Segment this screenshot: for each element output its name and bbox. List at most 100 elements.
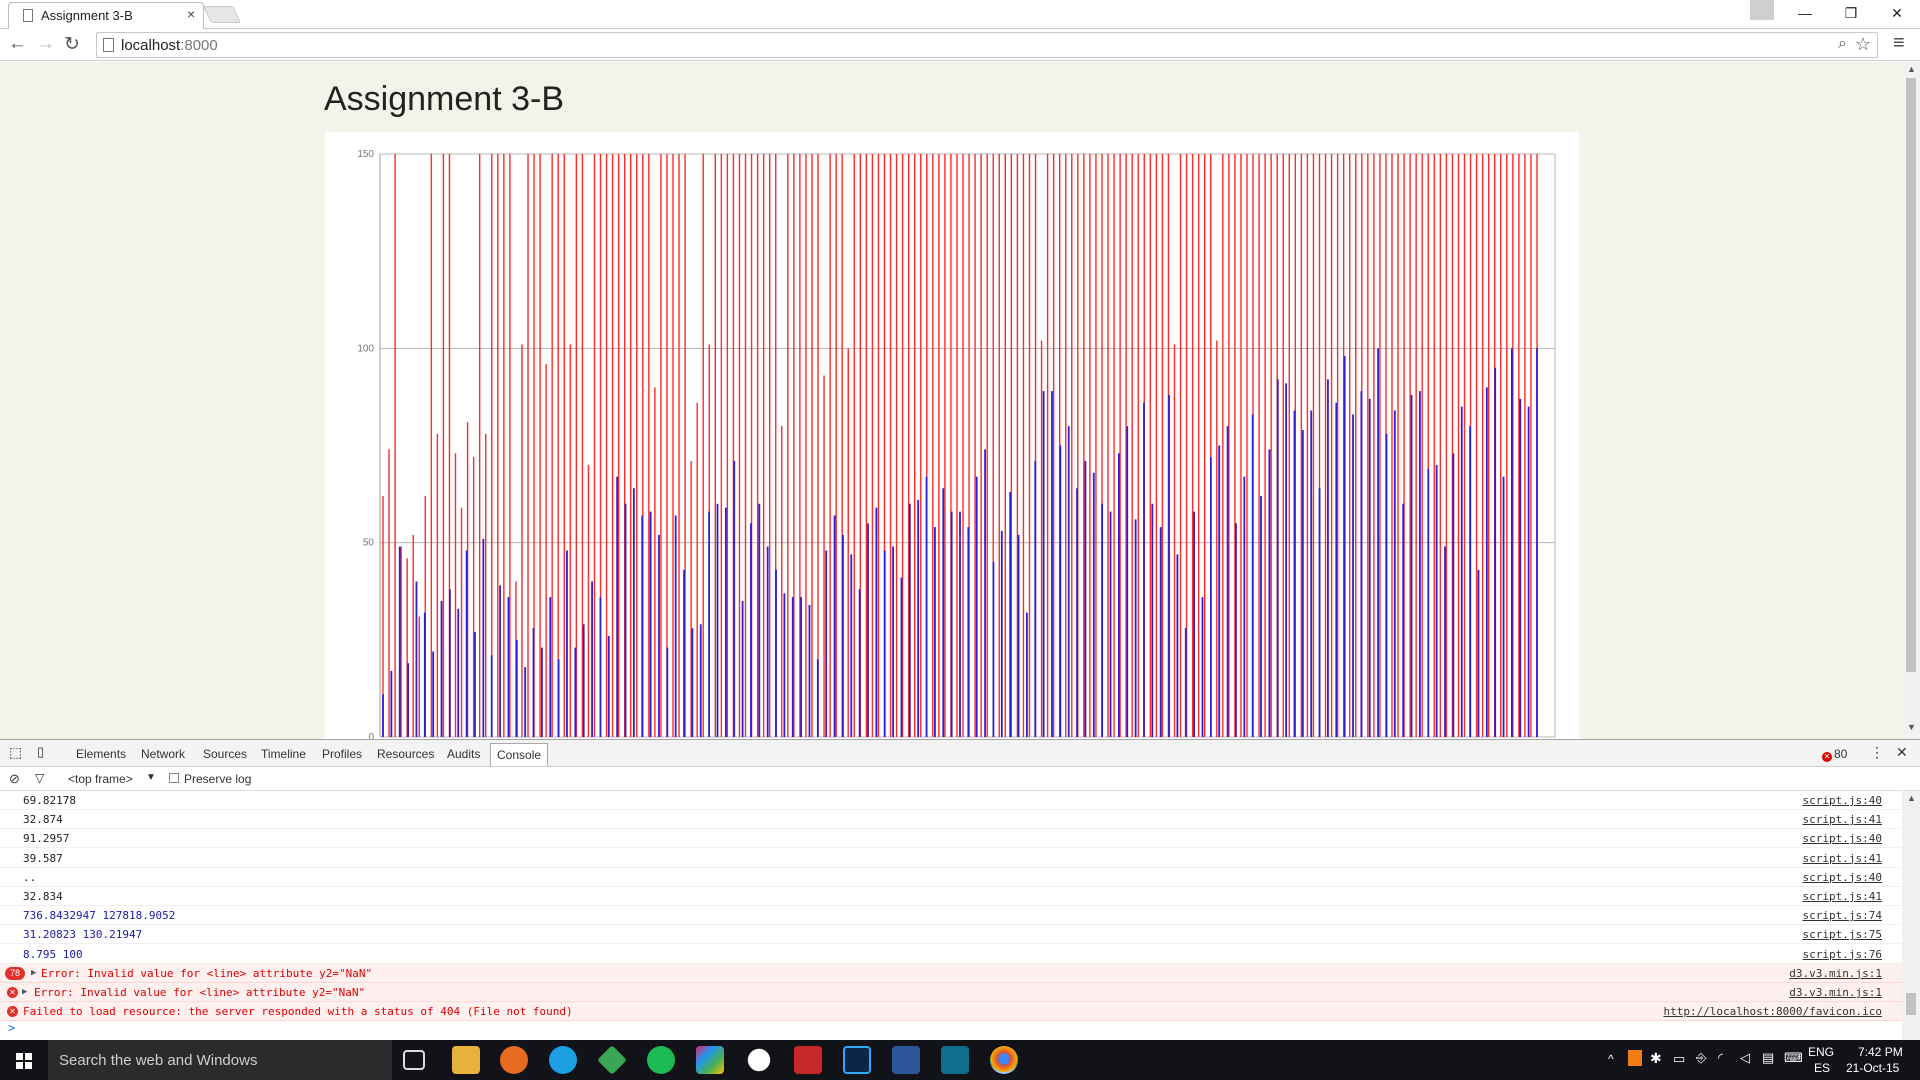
- console-log-row[interactable]: 69.82178 script.js:40: [0, 791, 1902, 810]
- filter-icon[interactable]: ▽: [35, 771, 45, 785]
- keyboard-icon[interactable]: ⌨: [1784, 1050, 1803, 1065]
- console-error-row[interactable]: 78 ▶ Error: Invalid value for <line> attri…: [0, 963, 1902, 983]
- address-bar[interactable]: localhost:8000 ⌕ ☆: [96, 32, 1878, 58]
- forward-arrow-icon[interactable]: →: [36, 33, 55, 54]
- tray-gear-icon[interactable]: ✱: [1650, 1050, 1662, 1066]
- console-message: 39.587: [23, 851, 63, 865]
- tab-timeline[interactable]: Timeline: [261, 747, 306, 761]
- webstorm-icon[interactable]: [941, 1046, 969, 1074]
- clear-console-icon[interactable]: ⊘: [9, 771, 20, 786]
- console-log-row[interactable]: 32.874 script.js:41: [0, 810, 1902, 830]
- tab-close-icon[interactable]: ×: [187, 6, 196, 22]
- console-log-row[interactable]: 32.834 script.js:41: [0, 887, 1902, 906]
- preserve-log-checkbox[interactable]: [169, 773, 179, 783]
- filezilla-icon[interactable]: [794, 1046, 822, 1074]
- console-source-link[interactable]: script.js:76: [1802, 947, 1882, 961]
- console-scroll-up-icon[interactable]: ▲: [1907, 793, 1916, 803]
- scrollbar-thumb[interactable]: [1906, 78, 1916, 672]
- photoshop-icon[interactable]: [843, 1046, 871, 1074]
- error-counter[interactable]: ✕ 80: [1822, 747, 1848, 762]
- notifications-icon[interactable]: ▤: [1762, 1050, 1775, 1065]
- new-tab-button[interactable]: [203, 6, 241, 23]
- git-icon[interactable]: [597, 1045, 627, 1075]
- y-tick-label: 100: [357, 343, 374, 354]
- restore-button[interactable]: ❐: [1844, 5, 1858, 21]
- console-source-link[interactable]: script.js:75: [1802, 928, 1882, 942]
- scroll-down-icon[interactable]: ▼: [1907, 722, 1916, 732]
- url-text[interactable]: localhost:8000: [121, 37, 218, 54]
- wifi-icon[interactable]: ◜: [1718, 1050, 1724, 1065]
- console-source-link[interactable]: script.js:41: [1802, 890, 1882, 903]
- tab-sources[interactable]: Sources: [203, 747, 248, 761]
- clock-time[interactable]: 7:42 PM: [1858, 1045, 1903, 1059]
- taskbar-search[interactable]: Search the web and Windows: [48, 1040, 392, 1080]
- minimize-button[interactable]: —: [1798, 5, 1812, 21]
- console-source-link[interactable]: script.js:40: [1802, 832, 1882, 846]
- input-language[interactable]: ENG: [1808, 1045, 1835, 1059]
- start-button[interactable]: [0, 1040, 48, 1080]
- tab-profiles[interactable]: Profiles: [322, 747, 363, 761]
- word-icon[interactable]: [892, 1046, 920, 1074]
- console-log-row[interactable]: 736.8432947 127818.9052 script.js:74: [0, 906, 1902, 926]
- frame-selector[interactable]: <top frame>: [68, 772, 133, 786]
- device-mode-icon[interactable]: ▯: [37, 744, 45, 759]
- clock-date[interactable]: 21-Oct-15: [1846, 1061, 1900, 1075]
- expand-triangle-icon[interactable]: ▶: [22, 987, 28, 997]
- console-scrollbar-thumb[interactable]: [1906, 993, 1916, 1015]
- battery-icon[interactable]: ▭: [1673, 1051, 1686, 1066]
- console-error-row[interactable]: ✕ Failed to load resource: the server res…: [0, 1002, 1902, 1022]
- tab-resources[interactable]: Resources: [377, 747, 435, 761]
- tab-console[interactable]: Console: [490, 743, 549, 766]
- chrome-icon[interactable]: [990, 1046, 1018, 1074]
- console-log-row[interactable]: 8.795 100 script.js:76: [0, 945, 1902, 964]
- menu-icon[interactable]: ≡: [1893, 32, 1905, 54]
- more-options-icon[interactable]: ⋮: [1870, 744, 1884, 760]
- usb-icon[interactable]: ⎆: [1696, 1050, 1707, 1065]
- browser-tab[interactable]: Assignment 3-B ×: [8, 2, 204, 29]
- console-message: Failed to load resource: the server resp…: [23, 1005, 573, 1019]
- volume-icon[interactable]: ◁: [1740, 1050, 1750, 1065]
- console-source-link[interactable]: script.js:40: [1802, 870, 1882, 884]
- console-log-row[interactable]: 31.20823 130.21947 script.js:75: [0, 925, 1902, 945]
- input-language-layout[interactable]: ES: [1814, 1061, 1831, 1075]
- back-arrow-icon[interactable]: ←: [8, 33, 27, 54]
- tab-audits[interactable]: Audits: [447, 747, 481, 761]
- console-source-link[interactable]: d3.v3.min.js:1: [1789, 966, 1882, 980]
- page-scrollbar[interactable]: ▲ ▼: [1902, 62, 1920, 739]
- console-log-row[interactable]: .. script.js:40: [0, 868, 1902, 887]
- inspect-icon[interactable]: ⬚: [9, 744, 23, 760]
- console-scrollbar[interactable]: ▲: [1902, 791, 1920, 1040]
- firefox-icon[interactable]: [500, 1046, 528, 1074]
- tab-network[interactable]: Network: [141, 747, 186, 761]
- console-source-link[interactable]: script.js:41: [1802, 851, 1882, 865]
- profile-icon[interactable]: [1750, 0, 1774, 20]
- page-info-icon[interactable]: [103, 38, 114, 52]
- file-explorer-icon[interactable]: [452, 1046, 480, 1074]
- console-output: 69.82178 script.js:40 32.874 script.js:41 91…: [0, 791, 1902, 1040]
- tab-elements[interactable]: Elements: [76, 747, 127, 761]
- tray-expand-icon[interactable]: ^: [1608, 1052, 1614, 1066]
- console-source-link[interactable]: script.js:74: [1802, 909, 1882, 923]
- console-log-row[interactable]: 91.2957 script.js:40: [0, 829, 1902, 849]
- console-source-link[interactable]: script.js:40: [1802, 794, 1882, 807]
- zoom-icon[interactable]: ⌕: [1838, 35, 1847, 52]
- slack-icon[interactable]: [696, 1046, 724, 1074]
- console-prompt-icon[interactable]: >: [8, 1021, 16, 1035]
- tray-app-icon[interactable]: [1628, 1050, 1642, 1066]
- console-source-link[interactable]: d3.v3.min.js:1: [1789, 986, 1882, 999]
- expand-triangle-icon[interactable]: ▶: [31, 967, 37, 978]
- console-log-row[interactable]: 39.587 script.js:41: [0, 849, 1902, 868]
- close-devtools-icon[interactable]: ✕: [1896, 744, 1908, 760]
- task-view-icon[interactable]: [403, 1050, 425, 1070]
- bookmark-star-icon[interactable]: ☆: [1854, 34, 1871, 54]
- console-error-row[interactable]: ✕ ▶ Error: Invalid value for <line> attrib…: [0, 983, 1902, 1002]
- spotify-icon[interactable]: [647, 1046, 675, 1074]
- github-icon[interactable]: [747, 1048, 771, 1072]
- skype-icon[interactable]: [549, 1046, 577, 1074]
- reload-icon[interactable]: ↻: [64, 34, 80, 55]
- scroll-up-icon[interactable]: ▲: [1907, 64, 1916, 74]
- close-window-button[interactable]: ✕: [1891, 5, 1903, 21]
- console-source-link[interactable]: http://localhost:8000/favicon.ico: [1663, 1005, 1882, 1019]
- frame-dropdown-icon[interactable]: ▼: [146, 772, 156, 783]
- console-source-link[interactable]: script.js:41: [1802, 813, 1882, 827]
